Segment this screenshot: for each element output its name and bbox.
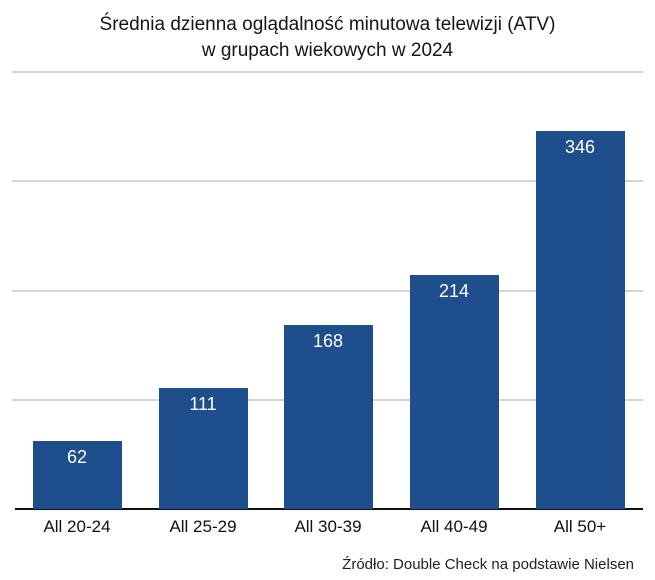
- bar-value-label: 346: [564, 136, 596, 157]
- x-axis-line: [15, 508, 643, 510]
- gridline: [12, 180, 643, 183]
- bar-value-label: 62: [66, 447, 88, 468]
- bar: 62: [32, 441, 122, 509]
- bar: 346: [535, 130, 625, 509]
- x-axis-category-label: All 30-39: [294, 517, 362, 536]
- chart-title: Średnia dzienna oglądalność minutowa tel…: [0, 12, 655, 64]
- gridline: [12, 289, 643, 292]
- gridline: [12, 71, 643, 73]
- plot-area: 62 111 168 214 346: [12, 71, 643, 510]
- x-axis-category-label: All 20-24: [43, 517, 111, 536]
- bar: 111: [158, 387, 248, 509]
- bar: 168: [283, 325, 373, 509]
- chart-title-line-2: w grupach wiekowych w 2024: [201, 40, 454, 61]
- bar-value-label: 111: [189, 393, 217, 414]
- bar-value-label: 168: [312, 331, 344, 352]
- source-note: Źródło: Double Check na podstawie Nielse…: [342, 556, 634, 573]
- x-axis-category-label: All 40-49: [420, 517, 488, 536]
- x-axis-category-label: All 50+: [553, 517, 607, 536]
- x-axis-category-label: All 25-29: [169, 517, 237, 536]
- bar: 214: [409, 275, 499, 509]
- bar-value-label: 214: [438, 281, 470, 302]
- chart-title-line-1: Średnia dzienna oglądalność minutowa tel…: [99, 14, 556, 35]
